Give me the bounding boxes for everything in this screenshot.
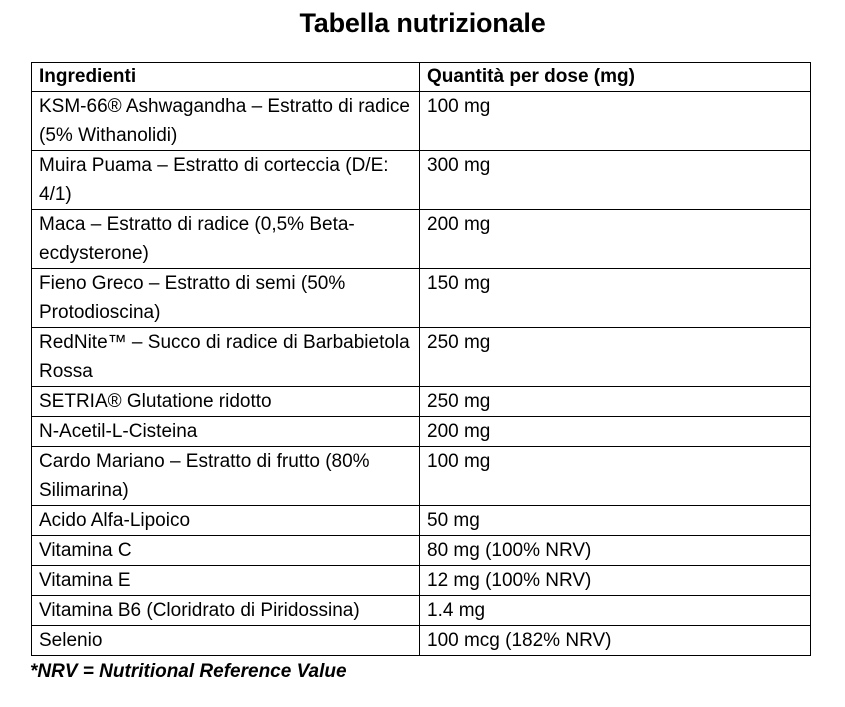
- table-row: KSM-66® Ashwagandha – Estratto di radice…: [31, 91, 811, 151]
- table-row: Vitamina C 80 mg (100% NRV): [31, 535, 811, 566]
- quantity-cell: 200 mg: [419, 209, 811, 269]
- ingredient-cell: Acido Alfa-Lipoico: [31, 505, 420, 536]
- quantity-cell: 250 mg: [419, 327, 811, 387]
- ingredient-cell: Vitamina E: [31, 565, 420, 596]
- table-header-quantity: Quantità per dose (mg): [419, 62, 811, 92]
- table-row: N-Acetil-L-Cisteina 200 mg: [31, 416, 811, 447]
- ingredient-cell: RedNite™ – Succo di radice di Barbabieto…: [31, 327, 420, 387]
- quantity-cell: 200 mg: [419, 416, 811, 447]
- table-row: Muira Puama – Estratto di corteccia (D/E…: [31, 150, 811, 210]
- quantity-cell: 80 mg (100% NRV): [419, 535, 811, 566]
- ingredient-cell: Muira Puama – Estratto di corteccia (D/E…: [31, 150, 420, 210]
- quantity-cell: 50 mg: [419, 505, 811, 536]
- ingredient-cell: SETRIA® Glutatione ridotto: [31, 386, 420, 417]
- ingredient-cell: Vitamina B6 (Cloridrato di Piridossina): [31, 595, 420, 626]
- table-row: Cardo Mariano – Estratto di frutto (80% …: [31, 446, 811, 506]
- table-row: Maca – Estratto di radice (0,5% Beta-ecd…: [31, 209, 811, 269]
- table-row: RedNite™ – Succo di radice di Barbabieto…: [31, 327, 811, 387]
- quantity-cell: 150 mg: [419, 268, 811, 328]
- ingredient-cell: KSM-66® Ashwagandha – Estratto di radice…: [31, 91, 420, 151]
- table-row: Selenio 100 mcg (182% NRV): [31, 625, 811, 656]
- ingredient-cell: N-Acetil-L-Cisteina: [31, 416, 420, 447]
- ingredient-cell: Selenio: [31, 625, 420, 656]
- ingredient-cell: Cardo Mariano – Estratto di frutto (80% …: [31, 446, 420, 506]
- table-header-row: Ingredienti Quantità per dose (mg): [31, 62, 811, 92]
- ingredient-cell: Maca – Estratto di radice (0,5% Beta-ecd…: [31, 209, 420, 269]
- table-row: SETRIA® Glutatione ridotto 250 mg: [31, 386, 811, 417]
- nutrition-table: Ingredienti Quantità per dose (mg) KSM-6…: [31, 62, 811, 656]
- page-title: Tabella nutrizionale: [299, 8, 546, 38]
- quantity-cell: 100 mg: [419, 91, 811, 151]
- table-row: Vitamina B6 (Cloridrato di Piridossina) …: [31, 595, 811, 626]
- nrv-footnote: *NRV = Nutritional Reference Value: [30, 661, 347, 682]
- quantity-cell: 100 mcg (182% NRV): [419, 625, 811, 656]
- table-row: Fieno Greco – Estratto di semi (50% Prot…: [31, 268, 811, 328]
- quantity-cell: 12 mg (100% NRV): [419, 565, 811, 596]
- table-header-ingredients: Ingredienti: [31, 62, 420, 92]
- ingredient-cell: Fieno Greco – Estratto di semi (50% Prot…: [31, 268, 420, 328]
- table-row: Acido Alfa-Lipoico 50 mg: [31, 505, 811, 536]
- ingredient-cell: Vitamina C: [31, 535, 420, 566]
- quantity-cell: 100 mg: [419, 446, 811, 506]
- quantity-cell: 300 mg: [419, 150, 811, 210]
- quantity-cell: 1.4 mg: [419, 595, 811, 626]
- table-row: Vitamina E 12 mg (100% NRV): [31, 565, 811, 596]
- quantity-cell: 250 mg: [419, 386, 811, 417]
